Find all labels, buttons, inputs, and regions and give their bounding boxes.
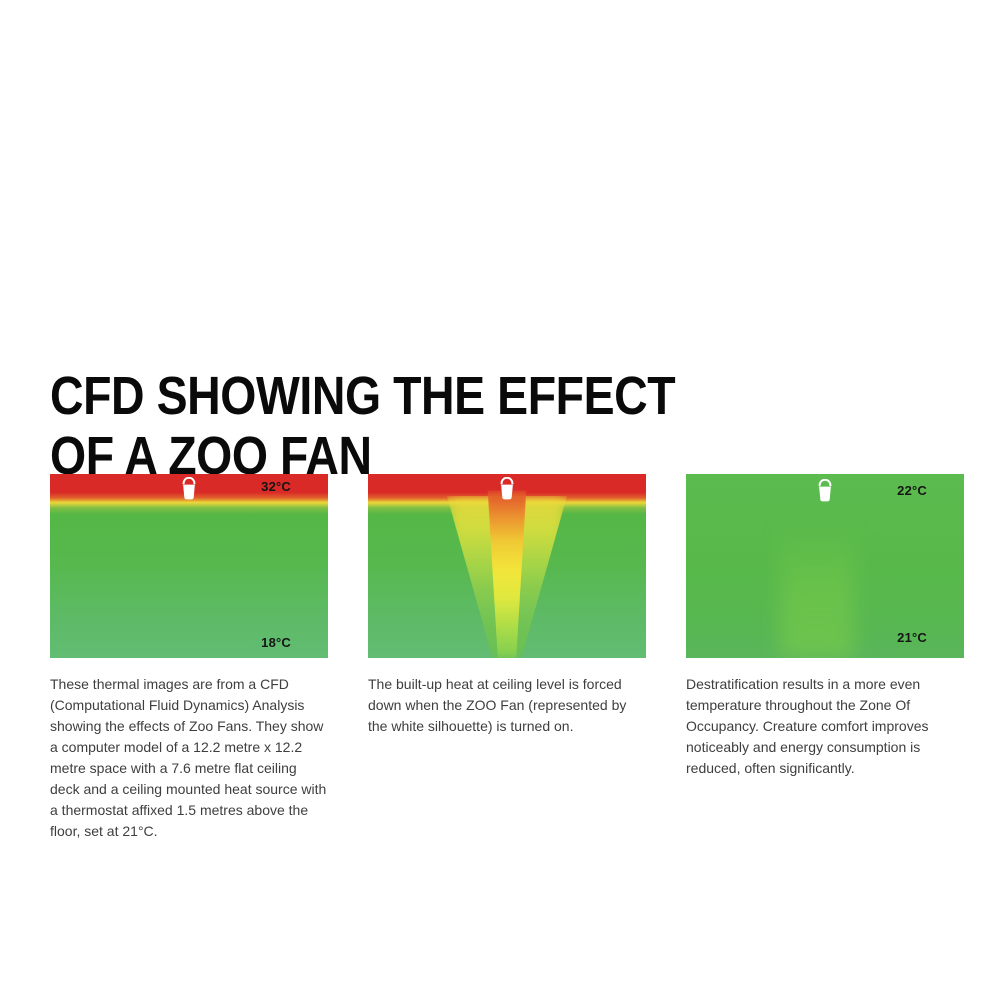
thermal-image-fan-off: 32°C 18°C (50, 474, 328, 658)
zoo-fan-silhouette-icon (817, 479, 834, 502)
cfd-figure-fan-off: 32°C 18°C These thermal images are from … (50, 474, 328, 842)
thermal-image-destratified: 22°C 21°C (686, 474, 964, 658)
figure-caption: The built-up heat at ceiling level is fo… (368, 676, 627, 734)
zoo-fan-silhouette-icon (499, 477, 516, 500)
cfd-figure-fan-on: The built-up heat at ceiling level is fo… (368, 474, 646, 842)
figure-caption: Destratification results in a more even … (686, 676, 929, 776)
temp-label-ceiling: 22°C (897, 483, 927, 498)
cfd-figures-row: 32°C 18°C These thermal images are from … (50, 474, 964, 842)
page-title-line1: CFD SHOWING THE EFFECT (50, 366, 676, 427)
air-mixing-plume (779, 525, 854, 658)
cfd-figure-destratified: 22°C 21°C Destratification results in a … (686, 474, 964, 842)
zoo-fan-silhouette-icon (181, 477, 198, 500)
page-title: CFD SHOWING THE EFFECT OF A ZOO FAN (50, 366, 676, 486)
temp-label-ceiling: 32°C (261, 479, 291, 494)
thermal-image-fan-on (368, 474, 646, 658)
temp-label-floor: 18°C (261, 635, 291, 650)
figure-caption: These thermal images are from a CFD (Com… (50, 676, 327, 839)
temp-label-floor: 21°C (897, 630, 927, 645)
